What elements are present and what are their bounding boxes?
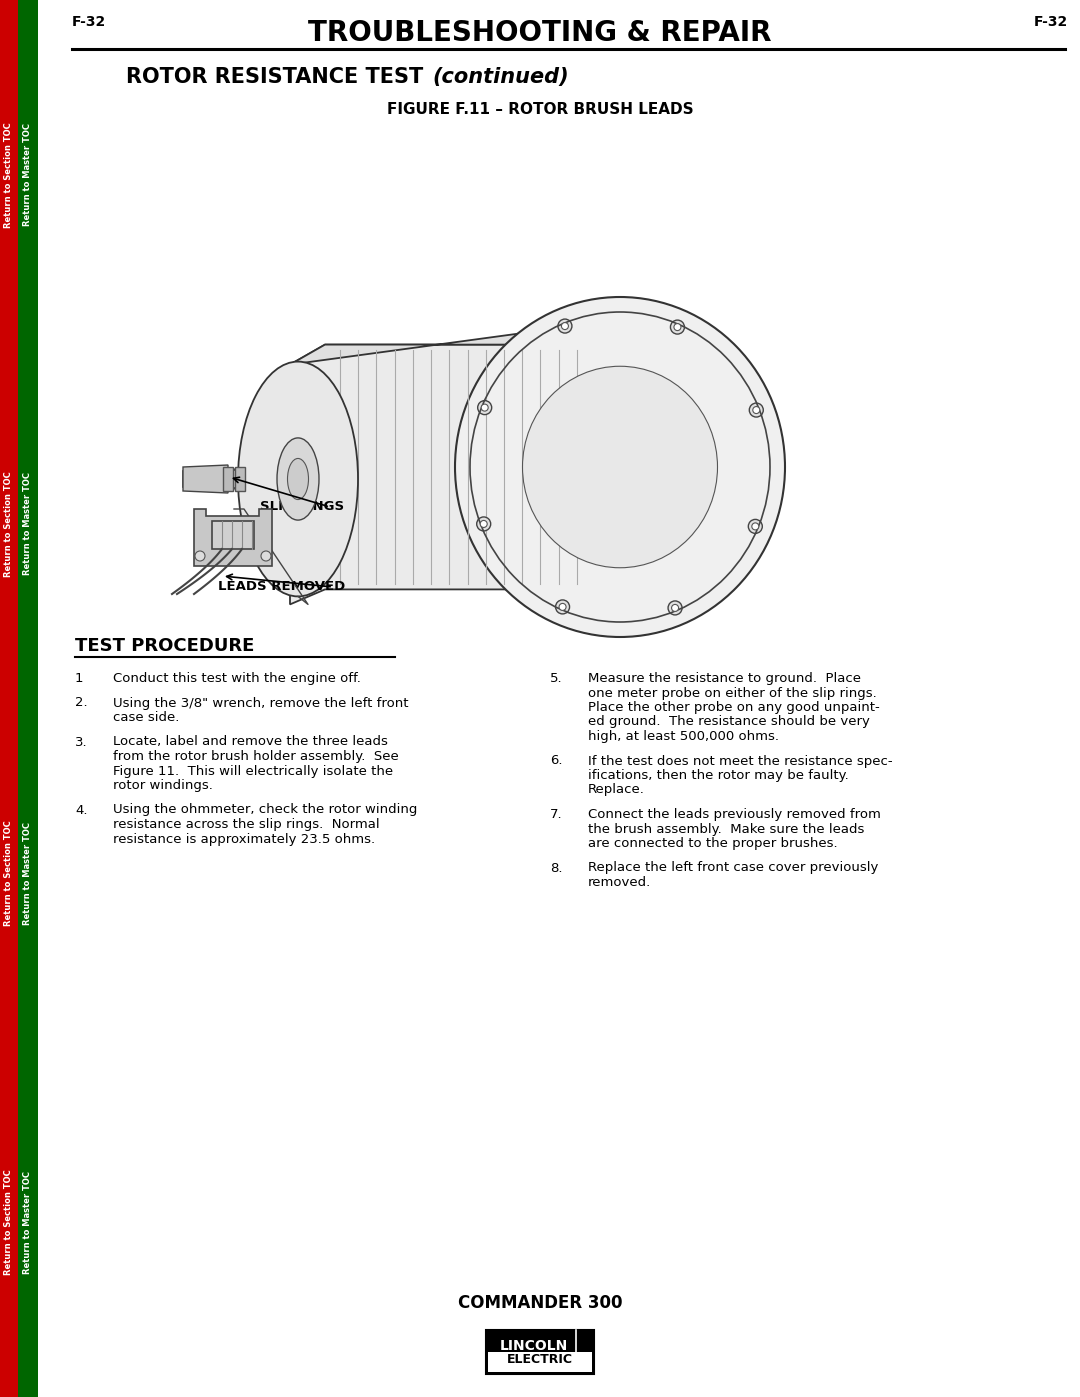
- Text: 8.: 8.: [550, 862, 563, 875]
- Text: 1: 1: [75, 672, 83, 685]
- Circle shape: [476, 517, 490, 531]
- Circle shape: [558, 319, 572, 332]
- Text: 6.: 6.: [550, 754, 563, 767]
- Polygon shape: [18, 0, 38, 349]
- Text: LINCOLN: LINCOLN: [500, 1340, 568, 1354]
- Text: Return to Section TOC: Return to Section TOC: [4, 122, 14, 228]
- Text: 3.: 3.: [75, 735, 87, 749]
- Circle shape: [671, 320, 685, 334]
- Text: COMMANDER 300: COMMANDER 300: [458, 1294, 622, 1312]
- Circle shape: [261, 550, 271, 562]
- Circle shape: [753, 407, 760, 414]
- Polygon shape: [18, 698, 38, 1048]
- Text: ifications, then the rotor may be faulty.: ifications, then the rotor may be faulty…: [588, 768, 849, 782]
- Polygon shape: [222, 467, 233, 490]
- Circle shape: [481, 521, 487, 528]
- Circle shape: [750, 404, 764, 418]
- Text: are connected to the proper brushes.: are connected to the proper brushes.: [588, 837, 838, 849]
- Text: Return to Section TOC: Return to Section TOC: [4, 1169, 14, 1275]
- Text: case side.: case side.: [113, 711, 179, 724]
- Text: Place the other probe on any good unpaint-: Place the other probe on any good unpain…: [588, 701, 880, 714]
- Text: F-32: F-32: [72, 15, 106, 29]
- Circle shape: [672, 605, 678, 612]
- Polygon shape: [291, 345, 610, 605]
- Text: (continued): (continued): [432, 67, 569, 87]
- Polygon shape: [183, 469, 243, 489]
- Polygon shape: [0, 698, 18, 1048]
- Text: 7.: 7.: [550, 807, 563, 821]
- Polygon shape: [212, 521, 254, 549]
- Text: Return to Master TOC: Return to Master TOC: [24, 472, 32, 576]
- Polygon shape: [235, 467, 245, 490]
- Text: Return to Master TOC: Return to Master TOC: [24, 821, 32, 925]
- Text: Locate, label and remove the three leads: Locate, label and remove the three leads: [113, 735, 388, 749]
- Text: SLIP RINGS: SLIP RINGS: [260, 500, 345, 514]
- Text: from the rotor brush holder assembly.  See: from the rotor brush holder assembly. Se…: [113, 750, 399, 763]
- Text: the brush assembly.  Make sure the leads: the brush assembly. Make sure the leads: [588, 823, 864, 835]
- Circle shape: [559, 604, 566, 610]
- Ellipse shape: [582, 429, 658, 506]
- Text: 2.: 2.: [75, 697, 87, 710]
- Text: FIGURE F.11 – ROTOR BRUSH LEADS: FIGURE F.11 – ROTOR BRUSH LEADS: [387, 102, 693, 117]
- Text: LEADS REMOVED: LEADS REMOVED: [218, 581, 346, 594]
- Circle shape: [752, 522, 759, 529]
- Text: 5.: 5.: [550, 672, 563, 685]
- FancyBboxPatch shape: [486, 1330, 594, 1375]
- Ellipse shape: [523, 366, 717, 567]
- Text: resistance across the slip rings.  Normal: resistance across the slip rings. Normal: [113, 819, 380, 831]
- Ellipse shape: [287, 458, 309, 500]
- Text: Measure the resistance to ground.  Place: Measure the resistance to ground. Place: [588, 672, 861, 685]
- Ellipse shape: [455, 298, 785, 637]
- Ellipse shape: [553, 397, 688, 536]
- Ellipse shape: [238, 362, 357, 597]
- Text: Figure 11.  This will electrically isolate the: Figure 11. This will electrically isolat…: [113, 764, 393, 778]
- Text: Return to Master TOC: Return to Master TOC: [24, 123, 32, 226]
- Circle shape: [482, 404, 488, 411]
- Text: Return to Section TOC: Return to Section TOC: [4, 471, 14, 577]
- Text: Connect the leads previously removed from: Connect the leads previously removed fro…: [588, 807, 881, 821]
- Text: high, at least 500,000 ohms.: high, at least 500,000 ohms.: [588, 731, 779, 743]
- Text: If the test does not meet the resistance spec-: If the test does not meet the resistance…: [588, 754, 893, 767]
- Ellipse shape: [276, 437, 319, 520]
- Text: Conduct this test with the engine off.: Conduct this test with the engine off.: [113, 672, 361, 685]
- Polygon shape: [183, 465, 243, 493]
- Text: Using the 3/8" wrench, remove the left front: Using the 3/8" wrench, remove the left f…: [113, 697, 408, 710]
- Polygon shape: [291, 324, 610, 365]
- Polygon shape: [18, 1048, 38, 1397]
- FancyBboxPatch shape: [488, 1352, 592, 1372]
- Text: ROTOR RESISTANCE TEST: ROTOR RESISTANCE TEST: [125, 67, 430, 87]
- Text: ed ground.  The resistance should be very: ed ground. The resistance should be very: [588, 715, 869, 728]
- Circle shape: [674, 324, 680, 331]
- Text: 4.: 4.: [75, 803, 87, 816]
- Circle shape: [669, 601, 683, 615]
- Polygon shape: [0, 0, 18, 349]
- Text: TEST PROCEDURE: TEST PROCEDURE: [75, 637, 255, 655]
- Text: ELECTRIC: ELECTRIC: [507, 1352, 573, 1366]
- Text: Return to Section TOC: Return to Section TOC: [4, 820, 14, 926]
- Circle shape: [477, 401, 491, 415]
- Circle shape: [555, 599, 569, 613]
- Circle shape: [562, 323, 568, 330]
- Text: Using the ohmmeter, check the rotor winding: Using the ohmmeter, check the rotor wind…: [113, 803, 417, 816]
- Text: removed.: removed.: [588, 876, 651, 888]
- Circle shape: [195, 550, 205, 562]
- Text: resistance is approximately 23.5 ohms.: resistance is approximately 23.5 ohms.: [113, 833, 375, 845]
- Polygon shape: [0, 349, 18, 698]
- Text: TROUBLESHOOTING & REPAIR: TROUBLESHOOTING & REPAIR: [308, 20, 772, 47]
- Polygon shape: [194, 509, 272, 566]
- Polygon shape: [0, 1048, 18, 1397]
- Text: ®: ®: [579, 1337, 585, 1343]
- Text: Replace the left front case cover previously: Replace the left front case cover previo…: [588, 862, 878, 875]
- Text: one meter probe on either of the slip rings.: one meter probe on either of the slip ri…: [588, 686, 877, 700]
- Text: rotor windings.: rotor windings.: [113, 780, 213, 792]
- Circle shape: [748, 520, 762, 534]
- Text: Return to Master TOC: Return to Master TOC: [24, 1171, 32, 1274]
- Text: F-32: F-32: [1034, 15, 1068, 29]
- Polygon shape: [18, 349, 38, 698]
- Text: Replace.: Replace.: [588, 784, 645, 796]
